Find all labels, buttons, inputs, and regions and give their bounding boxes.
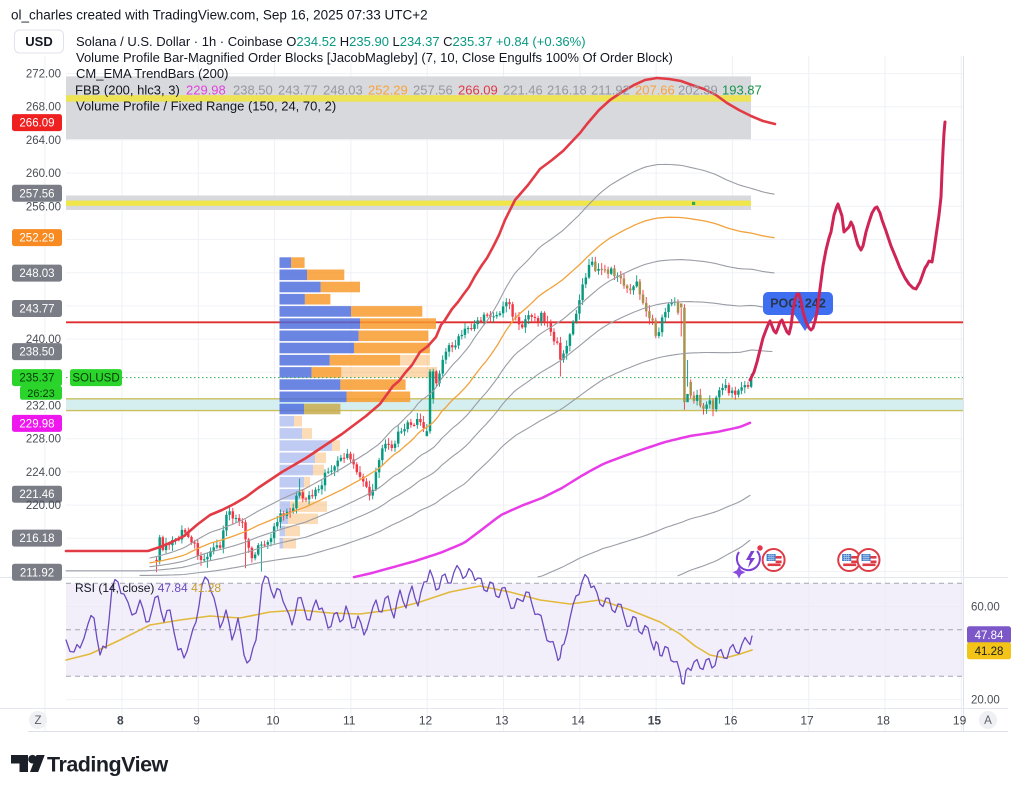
- svg-text:238.50: 238.50: [19, 347, 54, 359]
- svg-text:15: 15: [648, 714, 662, 728]
- svg-text:A: A: [984, 715, 992, 727]
- svg-text:260.00: 260.00: [26, 168, 61, 180]
- svg-text:USD: USD: [25, 34, 52, 49]
- svg-text:224.00: 224.00: [26, 467, 61, 479]
- svg-text:272.00: 272.00: [26, 69, 61, 81]
- svg-text:POC: 242: POC: 242: [770, 297, 826, 311]
- svg-text:268.00: 268.00: [26, 102, 61, 114]
- svg-text:8: 8: [117, 714, 124, 728]
- svg-text:10: 10: [266, 714, 280, 728]
- svg-text:229.98: 229.98: [19, 418, 54, 430]
- svg-text:14: 14: [571, 714, 585, 728]
- svg-text:235.37: 235.37: [19, 373, 54, 385]
- svg-text:266.09: 266.09: [19, 118, 54, 130]
- svg-text:60.00: 60.00: [971, 602, 1000, 614]
- svg-text:Volume Profile / Fixed Range (: Volume Profile / Fixed Range (150, 24, 7…: [76, 99, 336, 114]
- svg-text:248.03: 248.03: [19, 268, 54, 280]
- svg-text:256.00: 256.00: [26, 201, 61, 213]
- svg-text:CM_EMA TrendBars (200): CM_EMA TrendBars (200): [76, 66, 228, 81]
- svg-text:47.84: 47.84: [975, 630, 1004, 642]
- svg-text:9: 9: [193, 714, 200, 728]
- svg-text:20.00: 20.00: [971, 695, 1000, 707]
- svg-text:228.00: 228.00: [26, 434, 61, 446]
- svg-text:41.28: 41.28: [975, 646, 1004, 658]
- svg-text:26:23: 26:23: [27, 388, 55, 400]
- svg-text:16: 16: [724, 714, 738, 728]
- svg-text:220.00: 220.00: [26, 500, 61, 512]
- svg-text:12: 12: [419, 714, 433, 728]
- svg-text:264.00: 264.00: [26, 135, 61, 147]
- svg-text:216.18: 216.18: [19, 533, 54, 545]
- svg-text:252.29: 252.29: [19, 233, 54, 245]
- svg-text:19: 19: [953, 714, 967, 728]
- svg-text:221.46: 221.46: [19, 489, 54, 501]
- svg-text:18: 18: [877, 714, 891, 728]
- svg-text:13: 13: [495, 714, 509, 728]
- svg-text:Volume Profile Bar-Magnified O: Volume Profile Bar-Magnified Order Block…: [76, 50, 673, 65]
- svg-text:RSI (14, close) 47.84 41.28: RSI (14, close) 47.84 41.28: [75, 581, 221, 595]
- svg-text:243.77: 243.77: [19, 304, 54, 316]
- svg-text:Z: Z: [34, 715, 41, 727]
- svg-text:ol_charles created with Tradin: ol_charles created with TradingView.com,…: [11, 8, 428, 23]
- svg-text:232.00: 232.00: [26, 401, 61, 413]
- svg-text:Solana / U.S. Dollar · 1h · Co: Solana / U.S. Dollar · 1h · Coinbase O23…: [76, 34, 586, 49]
- svg-text:TradingView: TradingView: [47, 753, 169, 777]
- svg-text:17: 17: [800, 714, 814, 728]
- svg-text:SOLUSD: SOLUSD: [72, 373, 119, 385]
- svg-text:257.56: 257.56: [19, 188, 54, 200]
- svg-text:211.92: 211.92: [20, 567, 54, 579]
- svg-text:11: 11: [343, 714, 356, 728]
